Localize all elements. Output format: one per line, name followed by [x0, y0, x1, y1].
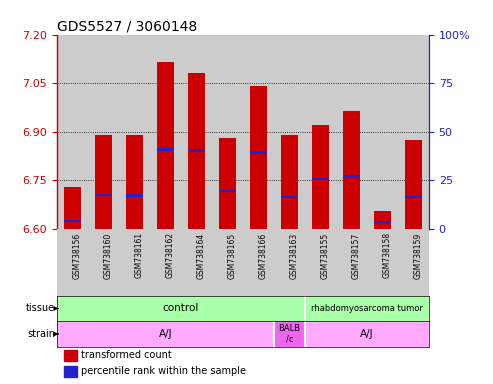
Bar	[57, 321, 274, 347]
Bar	[57, 35, 88, 229]
Bar	[336, 35, 367, 229]
Text: control: control	[163, 303, 199, 313]
Bar	[88, 35, 119, 229]
Bar	[188, 149, 205, 152]
Bar	[343, 175, 360, 177]
Text: GSM738157: GSM738157	[352, 232, 360, 278]
Text: strain: strain	[27, 329, 55, 339]
Bar	[88, 229, 119, 296]
Bar	[219, 190, 236, 192]
Bar	[367, 229, 398, 296]
Bar	[57, 229, 88, 296]
Bar	[150, 35, 181, 229]
Text: GSM738166: GSM738166	[258, 232, 267, 278]
Bar	[343, 111, 360, 229]
Bar	[398, 229, 429, 296]
Bar	[305, 321, 429, 347]
Text: tissue: tissue	[26, 303, 55, 313]
Text: GSM738162: GSM738162	[165, 232, 174, 278]
Text: GSM738165: GSM738165	[227, 232, 236, 278]
Bar	[219, 138, 236, 229]
Bar	[250, 86, 267, 229]
Bar	[405, 196, 422, 198]
Bar	[281, 196, 298, 198]
Bar	[405, 140, 422, 229]
Text: GSM738155: GSM738155	[320, 232, 329, 278]
Text: transformed count: transformed count	[81, 351, 172, 361]
Bar	[157, 62, 174, 229]
Bar	[305, 296, 429, 321]
Bar	[274, 35, 305, 229]
Bar	[367, 35, 398, 229]
Bar	[274, 229, 305, 296]
Text: GSM738158: GSM738158	[383, 232, 391, 278]
Bar	[126, 135, 143, 229]
Text: percentile rank within the sample: percentile rank within the sample	[81, 366, 246, 376]
Bar	[212, 229, 243, 296]
Text: GSM738159: GSM738159	[414, 232, 423, 278]
Bar	[119, 35, 150, 229]
Bar	[243, 229, 274, 296]
Text: GSM738160: GSM738160	[103, 232, 112, 278]
Bar	[188, 73, 205, 229]
Bar	[157, 149, 174, 151]
Text: GSM738164: GSM738164	[196, 232, 205, 278]
Bar	[312, 125, 329, 229]
Bar	[57, 296, 305, 321]
Bar	[126, 194, 143, 197]
Bar	[312, 178, 329, 180]
Bar	[374, 211, 391, 229]
Text: BALB
/c: BALB /c	[278, 324, 300, 344]
Bar	[250, 151, 267, 154]
Bar	[281, 135, 298, 229]
Bar	[398, 35, 429, 229]
Bar	[64, 220, 81, 222]
Bar	[64, 350, 77, 361]
Bar	[95, 135, 112, 229]
Bar	[64, 187, 81, 229]
Bar	[336, 229, 367, 296]
Bar	[243, 35, 274, 229]
Text: rhabdomyosarcoma tumor: rhabdomyosarcoma tumor	[311, 304, 423, 313]
Bar	[95, 194, 112, 196]
Bar	[374, 221, 391, 223]
Text: GSM738163: GSM738163	[289, 232, 298, 278]
Bar	[181, 35, 212, 229]
Bar	[212, 35, 243, 229]
Bar	[274, 321, 305, 347]
Text: GDS5527 / 3060148: GDS5527 / 3060148	[57, 20, 197, 33]
Text: GSM738161: GSM738161	[134, 232, 143, 278]
Bar	[305, 35, 336, 229]
Bar	[64, 366, 77, 377]
Bar	[150, 229, 181, 296]
Text: A/J: A/J	[360, 329, 374, 339]
Bar	[119, 229, 150, 296]
Text: A/J: A/J	[158, 329, 172, 339]
Bar	[305, 229, 336, 296]
Bar	[181, 229, 212, 296]
Text: GSM738156: GSM738156	[72, 232, 81, 278]
